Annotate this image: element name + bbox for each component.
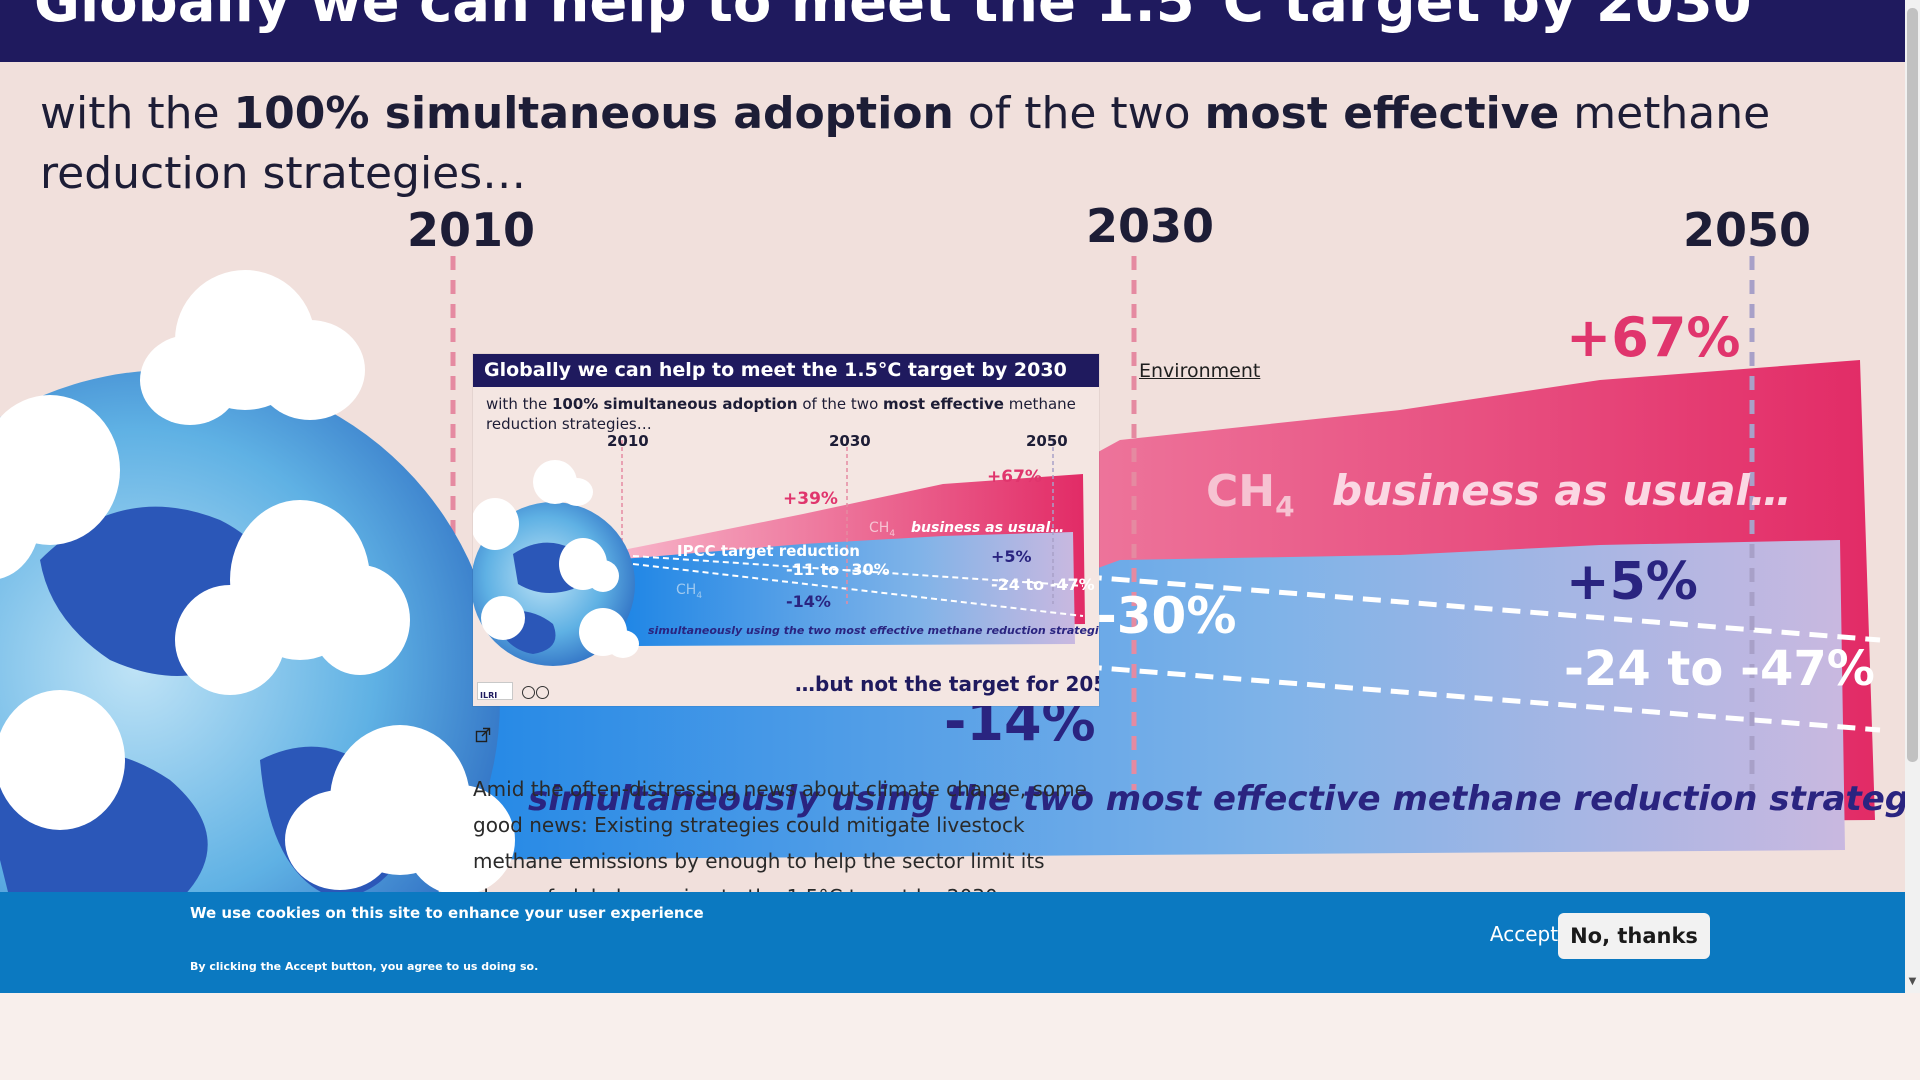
cookie-title: We use cookies on this site to enhance y… bbox=[190, 904, 704, 922]
hero-label-ch4: CH4 bbox=[1206, 466, 1295, 523]
hero-label-strategies: simultaneously using the two most effect… bbox=[528, 779, 1905, 819]
hero-subtitle: with the 100% simultaneous adoption of t… bbox=[40, 88, 1771, 199]
card-title: Globally we can help to meet the 1.5°C t… bbox=[473, 354, 1099, 387]
card-label-plus5: +5% bbox=[991, 547, 1032, 566]
hero-year-2010: 2010 bbox=[407, 203, 536, 257]
card-label-ch4-top: CH4 bbox=[869, 520, 896, 539]
card-label-ch4-bottom: CH4 bbox=[676, 582, 703, 601]
ilri-logo: ILRI bbox=[477, 682, 513, 700]
card-label-strategies: simultaneously using the two most effect… bbox=[648, 624, 1099, 637]
card-year-2030: 2030 bbox=[829, 432, 871, 450]
hero-title: Globally we can help to meet the 1.5°C t… bbox=[34, 0, 1752, 35]
hero-chart-graphics bbox=[0, 256, 1881, 993]
card-target-upper-line bbox=[632, 555, 1084, 587]
hero-label-30: -30% bbox=[1096, 587, 1237, 645]
creative-commons-icon bbox=[522, 684, 552, 699]
environment-category-link[interactable]: Environment bbox=[1139, 360, 1261, 382]
hero-label-bau: business as usual… bbox=[1332, 466, 1792, 515]
accept-cookies-button[interactable]: Accept bbox=[1474, 914, 1574, 954]
hero-label-plus5: +5% bbox=[1566, 552, 1698, 612]
infographic-thumbnail: Globally we can help to meet the 1.5°C t… bbox=[473, 354, 1099, 706]
decline-cookies-button[interactable]: No, thanks bbox=[1558, 913, 1710, 959]
card-label-ipcc: IPCC target reduction bbox=[677, 542, 860, 560]
hero-label-24-47: -24 to -47% bbox=[1564, 641, 1875, 697]
card-subtitle: with the 100% simultaneous adoption of t… bbox=[486, 395, 1076, 433]
cookie-banner: We use cookies on this site to enhance y… bbox=[0, 892, 1905, 993]
card-footer: …but not the target for 2050 bbox=[795, 672, 1099, 696]
hero-year-2050: 2050 bbox=[1683, 203, 1812, 257]
card-year-2050: 2050 bbox=[1026, 432, 1068, 450]
hero-title-band: Globally we can help to meet the 1.5°C t… bbox=[0, 0, 1905, 62]
card-chart-graphics bbox=[473, 440, 1085, 666]
card-label-24-47: -24 to -47% bbox=[991, 575, 1095, 594]
hero-infographic: Globally we can help to meet the 1.5°C t… bbox=[0, 0, 1905, 993]
card-label-11-30: -11 to -30% bbox=[786, 560, 890, 579]
target-lower-line bbox=[999, 657, 1881, 733]
card-strategies-band bbox=[623, 532, 1075, 646]
card-label-plus67: +67% bbox=[987, 467, 1042, 487]
hero-label-plus67: +67% bbox=[1566, 306, 1741, 369]
card-target-lower-line bbox=[632, 563, 1084, 617]
card-cloud-illustration bbox=[473, 460, 639, 658]
target-upper-line bbox=[999, 567, 1881, 643]
scrollbar-thumb[interactable] bbox=[1907, 8, 1918, 762]
external-link-icon[interactable] bbox=[475, 727, 491, 743]
page-below-viewport-area bbox=[0, 993, 1920, 1080]
cookie-note: By clicking the Accept button, you agree… bbox=[190, 960, 539, 973]
scroll-down-arrow-icon[interactable]: ▼ bbox=[1908, 976, 1917, 987]
card-label-plus39: +39% bbox=[783, 489, 838, 509]
card-label-bau: business as usual… bbox=[911, 520, 1065, 536]
card-label-14: -14% bbox=[786, 592, 831, 611]
cloud-illustration bbox=[0, 270, 515, 895]
card-year-2010: 2010 bbox=[607, 432, 649, 450]
hero-year-2030: 2030 bbox=[1086, 199, 1215, 253]
